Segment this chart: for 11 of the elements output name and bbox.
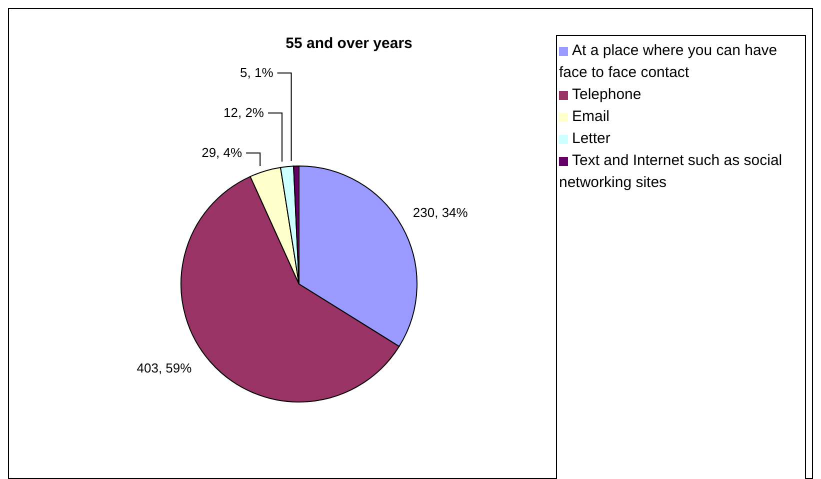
- legend-label: At a place where you can have face to face contact: [559, 42, 778, 81]
- legend-label: Letter: [572, 130, 610, 147]
- data-label: 29, 4%: [202, 145, 243, 160]
- data-label: 12, 2%: [224, 105, 264, 120]
- chart-title: 55 and over years: [284, 35, 414, 52]
- data-label: 403, 59%: [136, 360, 192, 376]
- data-label: 5, 1%: [240, 65, 274, 80]
- legend-label: Email: [572, 108, 610, 125]
- data-label: 230, 34%: [412, 205, 468, 220]
- legend-label: Telephone: [572, 86, 642, 103]
- legend-label: Text and Internet such as social networking sites: [559, 152, 782, 191]
